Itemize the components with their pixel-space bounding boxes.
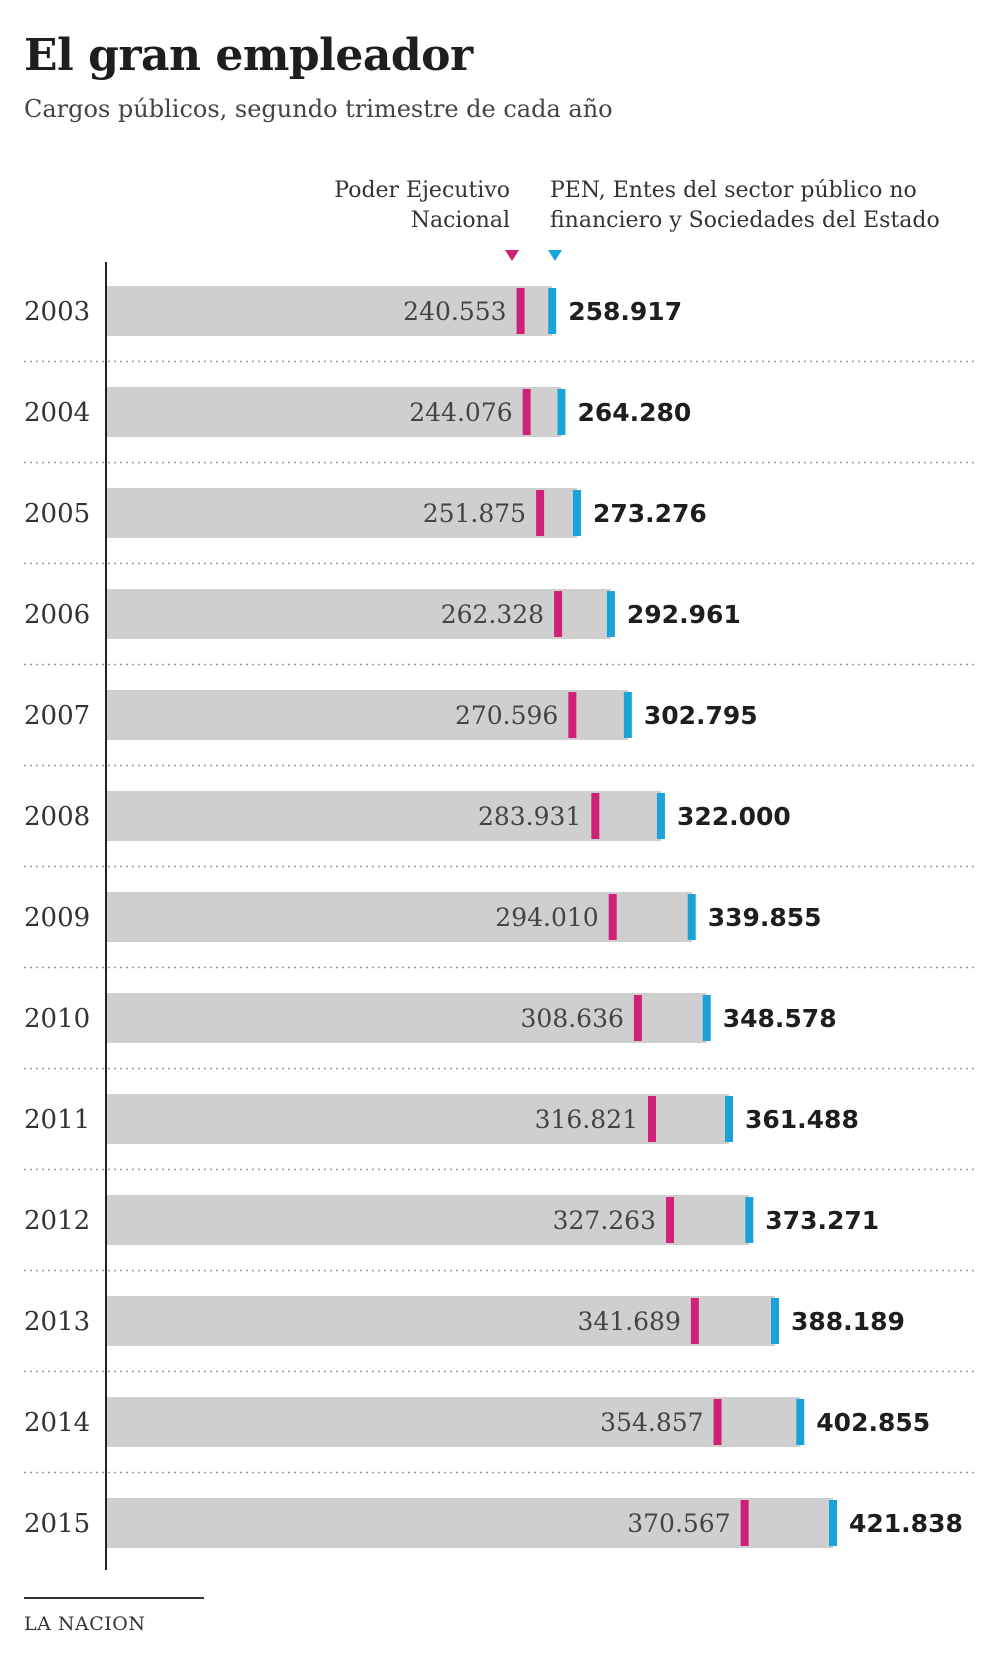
legend-entes-line1: PEN, Entes del sector público no	[550, 178, 917, 203]
value-label-entes: 373.271	[765, 1206, 879, 1235]
bar-total	[106, 1195, 750, 1245]
year-label: 2005	[24, 499, 90, 529]
value-label-entes: 258.917	[568, 297, 682, 326]
footer-rule	[24, 1597, 204, 1599]
value-label-entes: 322.000	[677, 802, 791, 831]
value-label-pen: 370.567	[627, 1509, 730, 1538]
value-label-entes: 339.855	[708, 903, 822, 932]
marker-pen	[608, 894, 617, 940]
legend-pen: Poder Ejecutivo Nacional	[240, 176, 510, 236]
chart-title: El gran empleador	[24, 30, 473, 81]
legend-pen-marker-icon	[505, 250, 519, 261]
value-label-pen: 316.821	[535, 1105, 638, 1134]
source-credit: LA NACION	[24, 1613, 146, 1635]
marker-pen	[591, 793, 600, 839]
value-label-entes: 264.280	[577, 398, 691, 427]
legend-pen-line2: Nacional	[410, 208, 510, 233]
value-label-pen: 327.263	[553, 1206, 656, 1235]
marker-pen	[690, 1298, 699, 1344]
marker-pen	[740, 1500, 749, 1546]
bar-total	[106, 1296, 776, 1346]
marker-entes	[572, 490, 581, 536]
value-label-pen: 262.328	[441, 600, 544, 629]
marker-entes	[656, 793, 665, 839]
value-label-pen: 283.931	[478, 802, 581, 831]
value-label-pen: 244.076	[409, 398, 512, 427]
year-label: 2015	[24, 1509, 90, 1539]
marker-pen	[522, 389, 531, 435]
year-label: 2003	[24, 297, 90, 327]
marker-entes	[557, 389, 566, 435]
marker-entes	[771, 1298, 780, 1344]
legend-entes: PEN, Entes del sector público no financi…	[550, 176, 990, 236]
value-label-pen: 354.857	[600, 1408, 703, 1437]
value-label-pen: 341.689	[577, 1307, 680, 1336]
bar-total	[106, 589, 611, 639]
year-label: 2008	[24, 802, 90, 832]
value-label-pen: 294.010	[495, 903, 598, 932]
bar-total	[106, 1397, 801, 1447]
value-label-pen: 308.636	[521, 1004, 624, 1033]
marker-entes	[606, 591, 615, 637]
value-label-entes: 292.961	[627, 600, 741, 629]
legend-entes-marker-icon	[548, 250, 562, 261]
bar-total	[106, 488, 577, 538]
marker-entes	[796, 1399, 805, 1445]
value-label-pen: 270.596	[455, 701, 558, 730]
marker-entes	[702, 995, 711, 1041]
marker-pen	[516, 288, 525, 334]
value-label-entes: 361.488	[745, 1105, 859, 1134]
year-label: 2007	[24, 701, 90, 731]
bar-total	[106, 993, 707, 1043]
year-label: 2011	[24, 1105, 90, 1135]
bar-total	[106, 690, 628, 740]
marker-entes	[745, 1197, 754, 1243]
marker-pen	[633, 995, 642, 1041]
value-label-entes: 273.276	[593, 499, 707, 528]
marker-pen	[554, 591, 563, 637]
chart-subtitle: Cargos públicos, segundo trimestre de ca…	[24, 95, 613, 123]
year-label: 2009	[24, 903, 90, 933]
marker-pen	[536, 490, 545, 536]
marker-entes	[687, 894, 696, 940]
legend-pen-line1: Poder Ejecutivo	[334, 178, 510, 203]
value-label-entes: 421.838	[849, 1509, 963, 1538]
year-label: 2012	[24, 1206, 90, 1236]
legend-entes-line2: financiero y Sociedades del Estado	[550, 208, 940, 233]
marker-pen	[648, 1096, 657, 1142]
value-label-pen: 251.875	[423, 499, 526, 528]
bar-total	[106, 1094, 729, 1144]
marker-entes	[623, 692, 632, 738]
value-label-entes: 348.578	[723, 1004, 837, 1033]
marker-entes	[724, 1096, 733, 1142]
value-label-pen: 240.553	[403, 297, 506, 326]
marker-pen	[713, 1399, 722, 1445]
year-label: 2014	[24, 1408, 90, 1438]
value-label-entes: 302.795	[644, 701, 758, 730]
bar-total	[106, 892, 692, 942]
bar-total	[106, 286, 553, 336]
year-label: 2006	[24, 600, 90, 630]
marker-entes	[548, 288, 557, 334]
bar-total	[106, 387, 562, 437]
marker-pen	[666, 1197, 675, 1243]
marker-entes	[829, 1500, 837, 1546]
year-label: 2013	[24, 1307, 90, 1337]
marker-pen	[568, 692, 577, 738]
value-label-entes: 402.855	[816, 1408, 930, 1437]
bar-total	[106, 1498, 833, 1548]
bar-total	[106, 791, 661, 841]
year-label: 2010	[24, 1004, 90, 1034]
bar-chart: 2003 240.553 258.917 2004 244.076 264.280 2005…	[24, 262, 975, 1570]
value-label-entes: 388.189	[791, 1307, 905, 1336]
year-label: 2004	[24, 398, 90, 428]
